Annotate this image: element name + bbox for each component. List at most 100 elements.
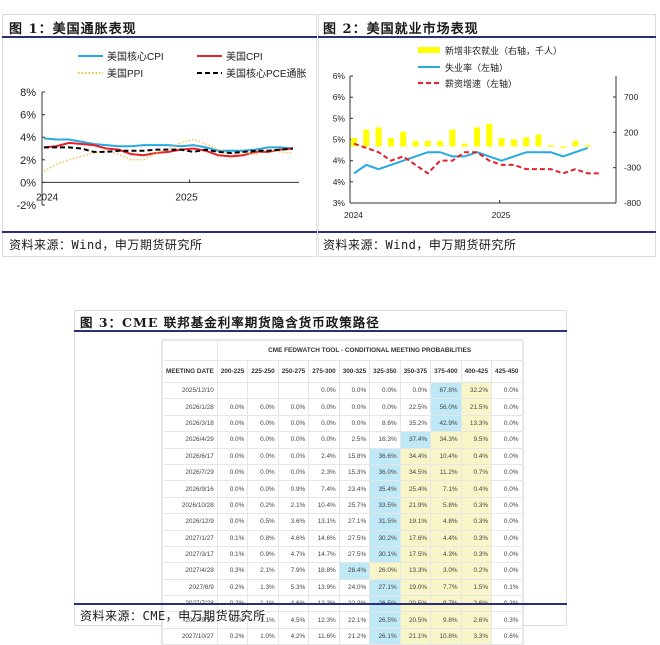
payroll-bar	[387, 137, 394, 147]
payroll-bar	[572, 140, 579, 147]
probability-cell: 0.0%	[491, 513, 523, 531]
x-tick-label: 2025	[175, 192, 198, 203]
probability-cell: 2.1%	[247, 562, 279, 580]
probability-cell	[247, 381, 279, 400]
probability-cell: 0.6%	[491, 627, 523, 645]
rate-range-header: 225-250	[247, 360, 279, 383]
meeting-date-cell: 2026/10/28	[162, 496, 218, 515]
x-tick-label: 2024	[36, 192, 59, 203]
meeting-date-cell: 2026/4/29	[162, 431, 218, 449]
probability-cell: 0.0%	[247, 463, 279, 482]
table-row: 2026/9/16 0.0% 0.0% 0.9% 7.4% 23.4% 35.4% 25.4%…	[162, 480, 523, 498]
figure2-source: 资料来源：Wind，申万期货研究所	[323, 238, 517, 252]
figure2-frame	[318, 14, 656, 257]
probability-cell: 0.3%	[460, 529, 493, 547]
meeting-date-cell: 2026/9/16	[162, 480, 218, 498]
figure3-source: 资料来源：CME，申万期货研究所	[80, 609, 266, 623]
probability-cell: 15.8%	[338, 447, 371, 465]
payroll-bar	[461, 143, 468, 147]
probability-cell: 0.0%	[216, 480, 249, 498]
payroll-bar	[486, 123, 493, 147]
probability-cell: 0.2%	[247, 496, 279, 515]
y-right-tick-label: 700	[624, 92, 638, 102]
probability-cell: 1.5%	[460, 578, 493, 597]
meeting-date-cell: 2027/4/28	[162, 562, 218, 580]
probability-cell: 0.0%	[308, 414, 340, 433]
probability-cell: 14.6%	[308, 529, 340, 547]
y-tick-label: 2%	[20, 155, 36, 167]
probability-cell: 0.9%	[247, 545, 279, 564]
figure2-title-rule	[318, 36, 656, 38]
table-row: 2026/3/18 0.0% 0.0% 0.0% 0.0% 0.0% 8.6% 35.2% 42…	[162, 414, 523, 433]
table-row: 2026/10/28 0.0% 0.2% 2.1% 10.4% 25.7% 33.5% 21.…	[162, 496, 523, 515]
figure1-chart: -2% 0% 2% 4% 6% 8% 2024 2025 美国核心CPI 美国CPI 美国PPI 美国…	[16, 50, 306, 212]
probability-cell: 35.2%	[399, 414, 432, 433]
payroll-bar	[437, 140, 444, 147]
probability-cell: 0.2%	[216, 627, 249, 645]
probability-cell: 0.0%	[247, 414, 279, 433]
payroll-bar	[498, 137, 505, 147]
probability-cell: 0.0%	[369, 398, 401, 416]
probability-cell: 0.5%	[247, 513, 279, 531]
probability-cell: 15.3%	[338, 463, 371, 482]
figure3-title-rule	[74, 330, 567, 332]
probability-cell: 28.4%	[338, 562, 371, 580]
probability-cell: 21.2%	[338, 627, 371, 645]
probability-cell: 14.7%	[308, 545, 340, 564]
probability-cell: 0.0%	[277, 398, 310, 416]
y-right-tick-label: -800	[624, 198, 641, 208]
x-tick-label: 2025	[492, 210, 511, 220]
probability-cell: 11.6%	[308, 627, 340, 645]
meeting-date-header: MEETING DATE	[162, 360, 218, 383]
legend-label: 美国PPI	[107, 67, 143, 80]
probability-cell: 0.0%	[308, 431, 340, 449]
probability-cell: 0.3%	[460, 496, 493, 515]
probability-cell: 16.3%	[369, 431, 401, 449]
figure2-source-rule	[318, 231, 656, 233]
probability-cell: 4.8%	[430, 513, 462, 531]
payroll-bar	[523, 137, 530, 147]
payroll-bar	[584, 145, 591, 147]
probability-cell: 26.1%	[369, 627, 401, 645]
y-tick-label: 4%	[20, 132, 36, 144]
probability-cell: 0.0%	[308, 381, 340, 400]
table-row: 2027/6/9 0.2% 1.3% 5.3% 13.9% 24.0% 27.1% 19.0%…	[162, 578, 523, 597]
payroll-bar	[412, 140, 419, 147]
probability-cell: 0.0%	[491, 414, 523, 433]
probability-cell: 11.2%	[430, 463, 462, 482]
probability-cell: 0.0%	[491, 496, 523, 515]
probability-cell: 0.0%	[338, 414, 371, 433]
probability-cell: 23.4%	[338, 480, 371, 498]
probability-cell: 0.0%	[399, 381, 432, 400]
probability-cell: 26.0%	[369, 562, 401, 580]
probability-cell: 37.4%	[399, 431, 432, 449]
probability-cell: 0.0%	[491, 431, 523, 449]
y-left-tick-label: 4%	[333, 156, 346, 166]
rate-range-header: 200-225	[216, 360, 249, 383]
payroll-bar	[424, 140, 431, 147]
probability-cell: 0.0%	[277, 447, 310, 465]
payroll-bar	[351, 137, 357, 147]
legend-label: 美国CPI	[226, 50, 263, 63]
probability-cell: 21.9%	[399, 496, 432, 515]
figure2-chart: 3% 4% 4% 5% 5% 6% 6% -800 -300 200 700 2024 2025 新增非农…	[333, 45, 642, 220]
probability-cell: 8.6%	[369, 414, 401, 433]
probability-cell: 19.1%	[399, 513, 432, 531]
y-left-tick-label: 5%	[333, 135, 346, 145]
probability-cell: 7.1%	[430, 480, 462, 498]
probability-cell: 13.3%	[460, 414, 493, 433]
table-row: 2026/4/29 0.0% 0.0% 0.0% 0.0% 2.5% 16.3% 37.4% 3…	[162, 431, 523, 449]
probability-cell: 33.5%	[369, 496, 401, 515]
probability-cell: 0.0%	[216, 513, 249, 531]
y-left-tick-label: 5%	[333, 113, 346, 123]
probability-cell: 9.8%	[430, 611, 462, 629]
probability-cell: 0.8%	[247, 529, 279, 547]
probability-cell: 0.0%	[247, 398, 279, 416]
probability-cell: 22.5%	[399, 398, 432, 416]
probability-cell: 0.9%	[277, 480, 310, 498]
legend-label: 美国核心CPI	[107, 50, 164, 63]
probability-cell: 0.0%	[369, 381, 401, 400]
probability-cell: 2.3%	[308, 463, 340, 482]
y-tick-label: 0%	[20, 177, 36, 189]
table-corner	[162, 340, 218, 361]
